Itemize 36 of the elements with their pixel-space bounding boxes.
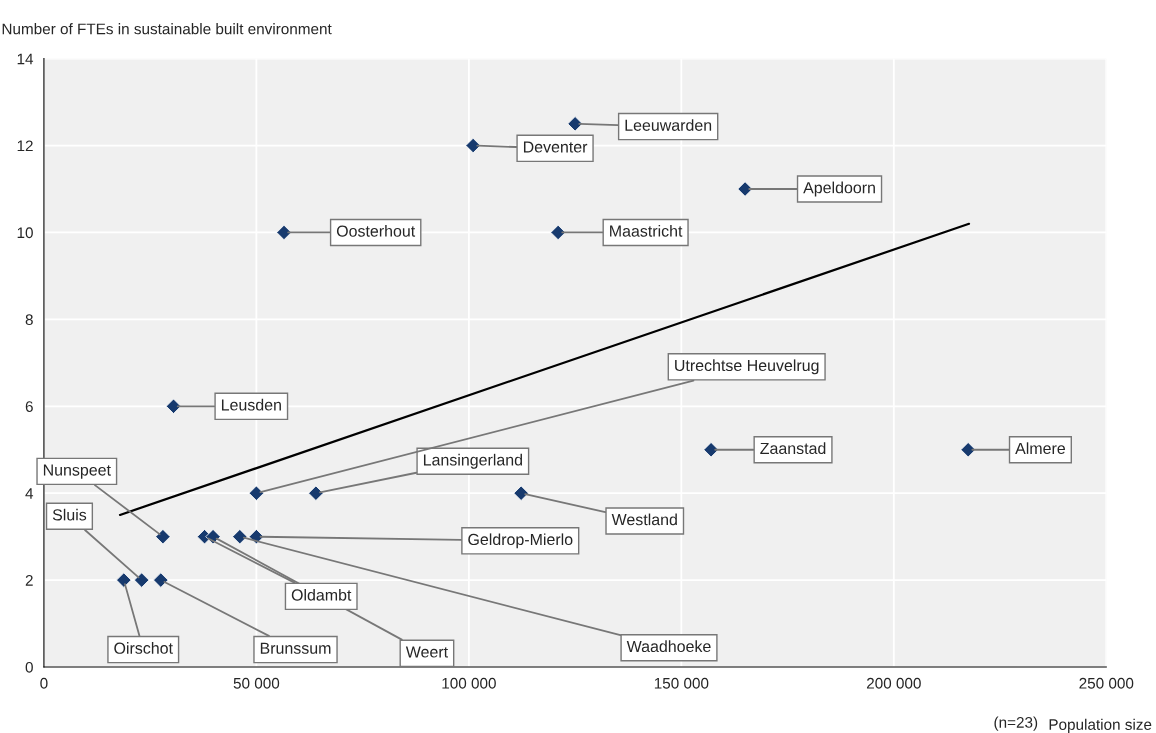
annotation: Zaanstad xyxy=(760,442,826,455)
annotation: Leusden xyxy=(221,398,281,411)
annotation: Waadhoeke xyxy=(626,640,711,653)
y-tick-label: 6 xyxy=(25,401,33,412)
annotation: Weert xyxy=(405,646,448,658)
y-tick-label: 2 xyxy=(25,574,33,586)
x-tick-label: 100 000 xyxy=(442,677,496,689)
y-axis-title: Number of FTEs in sustainable built environment xyxy=(2,23,332,35)
annotation: Westland xyxy=(611,513,677,526)
annotation: Geldrop-Mierlo xyxy=(468,533,573,549)
x-tick-label: 250 000 xyxy=(1079,677,1134,689)
annotation: Utrechtse Heuvelrug xyxy=(675,359,819,375)
annotation: Almere xyxy=(1015,442,1065,455)
y-tick-label: 8 xyxy=(25,314,33,326)
y-tick-label: 12 xyxy=(17,140,33,152)
annotation: Nunspeet xyxy=(43,464,111,479)
annotation: Leeuwarden xyxy=(625,119,712,131)
annotation: Oirschot xyxy=(114,642,173,654)
annotation: Brunssum xyxy=(260,642,331,654)
text: (n=23) xyxy=(994,716,1038,731)
annotation: Lansingerland xyxy=(423,453,522,469)
x-tick-label: 200 000 xyxy=(866,677,921,689)
annotation: Oldambt xyxy=(291,588,352,601)
x-tick-label: 150 000 xyxy=(654,677,709,689)
y-tick-label: 14 xyxy=(17,53,34,65)
y-tick-label: 0 xyxy=(25,661,33,673)
annotation: Maastricht xyxy=(610,225,683,237)
y-tick-label: 4 xyxy=(25,488,34,499)
x-tick-label: 50 000 xyxy=(233,677,280,689)
annotation: Oosterhout xyxy=(336,225,416,237)
annotation: Deventer xyxy=(523,141,588,153)
y-tick-label: 10 xyxy=(17,227,33,239)
x-axis-title: Population size xyxy=(1049,718,1152,733)
annotation: Sluis xyxy=(52,508,87,521)
annotation: Apeldoorn xyxy=(803,181,875,197)
x-tick-label: 0 xyxy=(40,677,48,689)
